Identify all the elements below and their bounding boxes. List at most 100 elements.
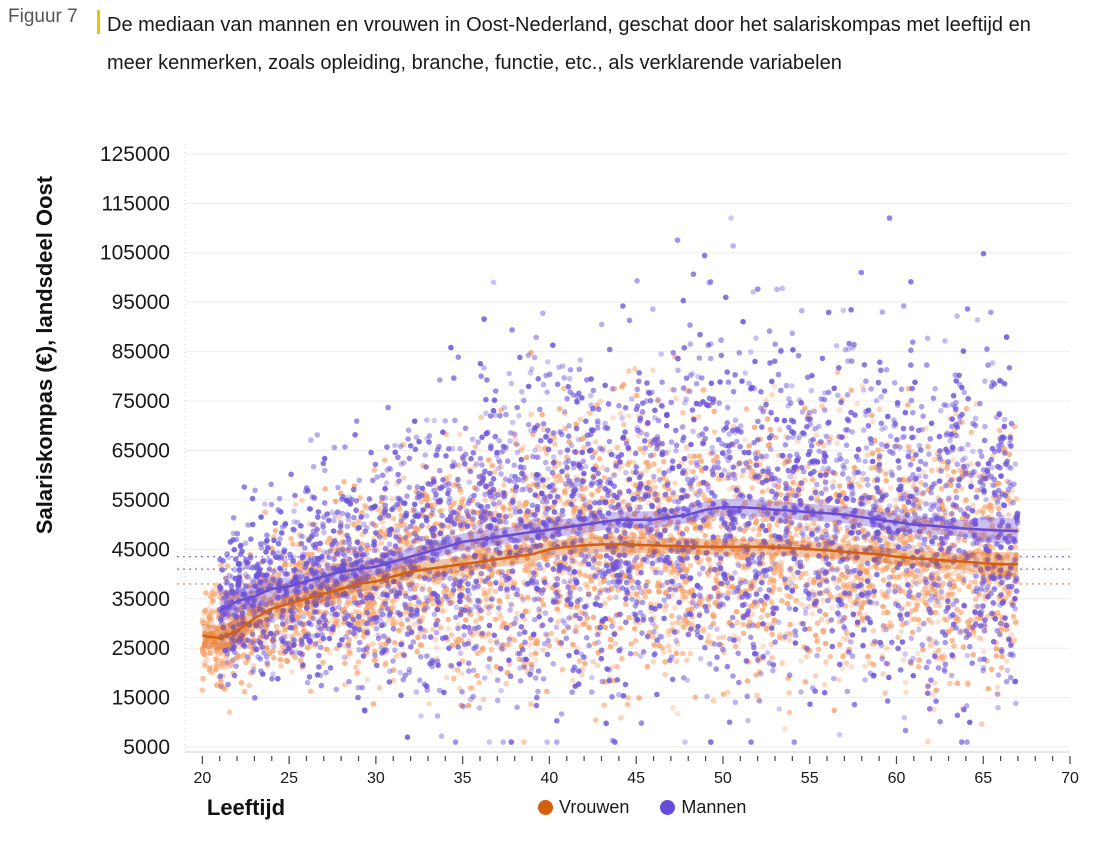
scatter-point xyxy=(201,651,208,658)
scatter-point xyxy=(603,563,610,569)
scatter-point xyxy=(496,598,503,604)
scatter-point xyxy=(873,600,880,607)
scatter-point xyxy=(928,619,935,626)
scatter-point xyxy=(876,406,883,413)
scatter-point xyxy=(594,662,601,669)
scatter-point xyxy=(486,655,493,662)
scatter-point xyxy=(273,623,280,630)
scatter-point xyxy=(458,489,464,496)
scatter-point xyxy=(362,528,369,535)
scatter-point xyxy=(276,572,282,578)
scatter-point xyxy=(217,658,224,664)
scatter-point xyxy=(346,637,353,643)
scatter-point xyxy=(520,444,527,450)
scatter-point xyxy=(710,620,716,627)
scatter-point xyxy=(1006,365,1013,371)
scatter-point xyxy=(521,503,528,509)
scatter-point xyxy=(696,414,702,420)
scatter-point xyxy=(277,536,283,542)
scatter-point xyxy=(754,692,760,699)
scatter-point xyxy=(936,576,943,582)
scatter-point xyxy=(829,643,836,650)
scatter-point xyxy=(337,523,344,530)
scatter-point xyxy=(769,631,775,637)
scatter-point xyxy=(506,657,512,663)
scatter-point xyxy=(999,579,1005,586)
scatter-point xyxy=(374,662,380,669)
scatter-point xyxy=(769,655,775,661)
scatter-point xyxy=(985,685,992,692)
scatter-point xyxy=(809,477,816,483)
scatter-point xyxy=(797,574,804,581)
scatter-point xyxy=(836,577,843,583)
scatter-point xyxy=(271,537,277,544)
scatter-point xyxy=(445,616,452,623)
scatter-point xyxy=(747,473,754,480)
scatter-point xyxy=(795,487,802,493)
scatter-point xyxy=(1005,511,1012,518)
scatter-point xyxy=(625,461,631,468)
scatter-point xyxy=(752,520,759,526)
scatter-point xyxy=(1006,464,1012,471)
scatter-point xyxy=(743,658,750,664)
scatter-point xyxy=(872,497,878,503)
scatter-point xyxy=(382,601,389,607)
scatter-point xyxy=(714,454,720,460)
scatter-point xyxy=(898,386,905,393)
scatter-point xyxy=(625,413,632,419)
scatter-point xyxy=(576,668,582,674)
scatter-point xyxy=(380,526,386,532)
scatter-point xyxy=(950,392,957,399)
scatter-point xyxy=(688,459,694,466)
scatter-point xyxy=(977,507,984,514)
scatter-point xyxy=(364,676,371,683)
scatter-point xyxy=(574,477,580,483)
scatter-point xyxy=(290,541,296,547)
scatter-point xyxy=(401,652,408,659)
scatter-point xyxy=(472,444,479,450)
scatter-point xyxy=(742,436,748,443)
scatter-point xyxy=(811,408,818,415)
scatter-point xyxy=(899,639,906,645)
scatter-point xyxy=(669,458,676,465)
scatter-point xyxy=(417,641,423,648)
scatter-point xyxy=(950,570,956,577)
scatter-point xyxy=(582,463,589,470)
scatter-point xyxy=(708,594,714,600)
scatter-point xyxy=(700,628,706,634)
scatter-point xyxy=(508,380,515,387)
scatter-point xyxy=(480,586,487,593)
scatter-point xyxy=(791,474,798,480)
scatter-point xyxy=(226,709,233,715)
scatter-point xyxy=(485,575,492,582)
scatter-point xyxy=(460,496,466,503)
scatter-point xyxy=(614,663,620,670)
scatter-point xyxy=(970,651,976,658)
scatter-point xyxy=(292,501,299,508)
scatter-point xyxy=(560,385,567,392)
scatter-point xyxy=(836,677,842,683)
scatter-point xyxy=(598,587,604,594)
scatter-point xyxy=(748,739,754,745)
scatter-point xyxy=(562,410,568,417)
scatter-point xyxy=(839,571,845,578)
scatter-point xyxy=(621,552,628,558)
scatter-point xyxy=(613,444,620,451)
scatter-point xyxy=(601,475,608,481)
scatter-point xyxy=(597,398,604,405)
scatter-point xyxy=(793,531,799,538)
scatter-point xyxy=(786,630,792,637)
scatter-point xyxy=(638,720,645,726)
scatter-point xyxy=(630,585,636,591)
scatter-point xyxy=(806,576,813,583)
scatter-point xyxy=(532,675,539,681)
scatter-point xyxy=(568,501,575,508)
scatter-point xyxy=(895,634,901,641)
scatter-point xyxy=(622,601,629,607)
scatter-point xyxy=(713,666,719,672)
scatter-point xyxy=(564,464,570,471)
scatter-point xyxy=(730,464,736,471)
scatter-point xyxy=(297,607,303,614)
scatter-point xyxy=(855,446,862,453)
scatter-point xyxy=(795,569,801,576)
